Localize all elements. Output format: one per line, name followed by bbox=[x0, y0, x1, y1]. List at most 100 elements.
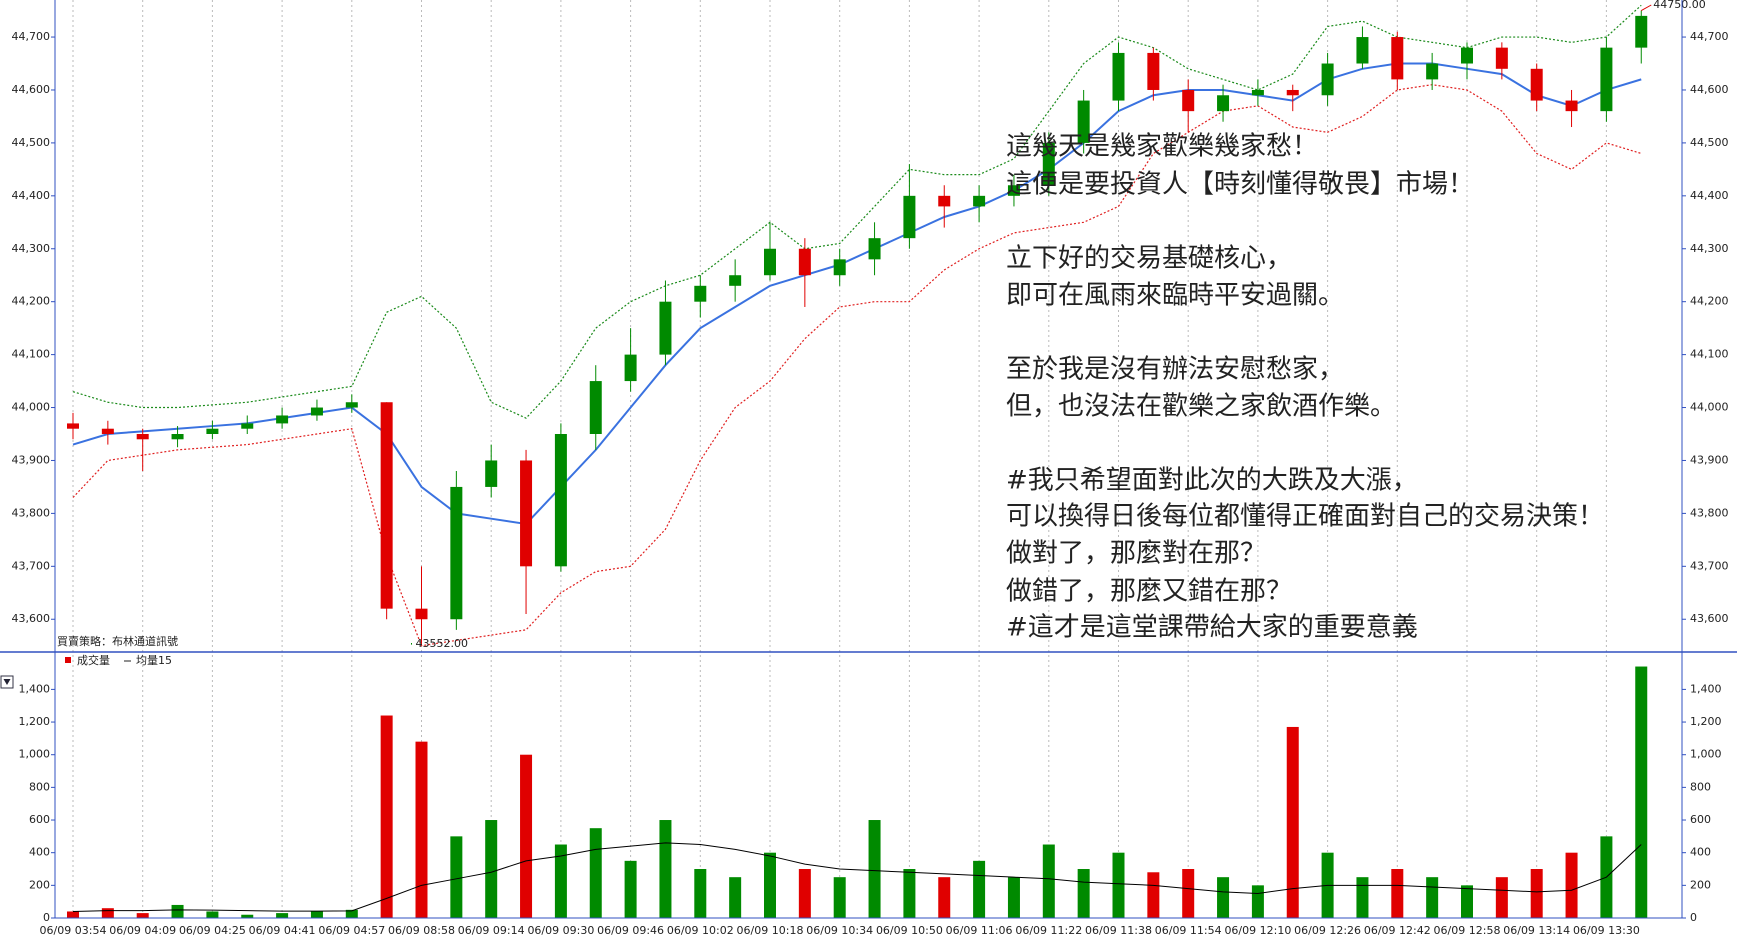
volume-bar bbox=[1147, 872, 1160, 918]
volume-bar bbox=[520, 754, 533, 918]
x-tick-label: 06/09 09:46 bbox=[597, 924, 664, 937]
volume-bar bbox=[1356, 877, 1369, 918]
vol-tick-label-right: 200 bbox=[1690, 878, 1711, 891]
vol-tick-label: 400 bbox=[29, 846, 50, 859]
x-tick-label: 06/09 12:10 bbox=[1224, 924, 1291, 937]
candle-body bbox=[415, 608, 428, 620]
volume-bar bbox=[938, 877, 951, 918]
y-tick-label: 44,300 bbox=[12, 242, 51, 255]
volume-bar bbox=[136, 913, 149, 918]
candle-body bbox=[1321, 63, 1334, 96]
annotation: #我只希望面對此次的大跌及大漲， bbox=[1006, 466, 1418, 496]
x-tick-label: 06/09 12:26 bbox=[1294, 924, 1361, 937]
volume-bar bbox=[729, 877, 742, 918]
vol-tick-label-right: 1,200 bbox=[1690, 715, 1722, 728]
x-tick-label: 06/09 11:06 bbox=[946, 924, 1013, 937]
candle-body bbox=[1251, 89, 1264, 96]
x-tick-label: 06/09 09:30 bbox=[527, 924, 594, 937]
candle-body bbox=[589, 381, 602, 434]
annotation: 這便是要投資人【時刻懂得敬畏】市場！ bbox=[1006, 170, 1474, 200]
candle-body bbox=[938, 195, 951, 207]
candle-body bbox=[1007, 185, 1020, 196]
annotation: 立下好的交易基礎核心， bbox=[1006, 244, 1292, 274]
candle-body bbox=[1077, 100, 1090, 143]
volume-bar bbox=[206, 911, 219, 918]
candle-body bbox=[136, 434, 149, 440]
candle-body bbox=[903, 195, 916, 239]
volume-bar bbox=[345, 909, 358, 918]
x-tick-label: 06/09 13:14 bbox=[1503, 924, 1570, 937]
candle-body bbox=[276, 415, 289, 424]
volume-bar bbox=[415, 741, 428, 918]
candle-body bbox=[554, 434, 567, 567]
volume-bar bbox=[833, 877, 846, 918]
volume-bar bbox=[659, 820, 672, 918]
candle-body bbox=[1565, 100, 1578, 112]
candle-body bbox=[1182, 89, 1195, 112]
candle-body bbox=[101, 428, 114, 434]
volume-bar bbox=[694, 869, 707, 918]
volume-bar bbox=[903, 869, 916, 918]
candle-body bbox=[310, 407, 323, 416]
candle-body bbox=[1217, 95, 1230, 112]
y-tick-label-right: 44,500 bbox=[1690, 136, 1729, 149]
candle-body bbox=[624, 354, 637, 382]
y-tick-label-right: 44,100 bbox=[1690, 348, 1729, 361]
legend-label: 成交量 bbox=[77, 653, 110, 667]
band-line bbox=[72, 84, 1642, 647]
legend-label: 均量15 bbox=[136, 654, 172, 667]
collapse-icon bbox=[3, 679, 11, 685]
candle-body bbox=[520, 460, 533, 567]
vol-tick-label-right: 400 bbox=[1690, 846, 1711, 859]
volume-bar bbox=[101, 908, 114, 918]
y-tick-label-right: 44,700 bbox=[1690, 30, 1729, 43]
x-tick-label: 06/09 10:34 bbox=[806, 924, 873, 937]
vol-tick-label-right: 800 bbox=[1690, 780, 1711, 793]
candle-body bbox=[241, 423, 254, 429]
volume-bar bbox=[276, 913, 289, 918]
vol-tick-label: 1,400 bbox=[19, 682, 51, 695]
candle-body bbox=[1426, 63, 1439, 80]
annotation: 即可在風雨來臨時平安過關。 bbox=[1006, 281, 1344, 311]
volume-bar bbox=[67, 911, 79, 918]
x-tick-label: 06/09 03:54 bbox=[40, 924, 107, 937]
y-tick-label-right: 44,400 bbox=[1690, 189, 1729, 202]
high-pointer bbox=[1641, 4, 1652, 12]
x-tick-label: 06/09 13:30 bbox=[1573, 924, 1640, 937]
volume-bar bbox=[1391, 869, 1404, 918]
y-tick-label: 44,100 bbox=[12, 348, 51, 361]
candle-body bbox=[1461, 47, 1473, 64]
candle-body bbox=[694, 285, 707, 302]
vol-tick-label-right: 600 bbox=[1690, 813, 1711, 826]
x-tick-label: 06/09 12:58 bbox=[1434, 924, 1501, 937]
annotation: 但，也沒法在歡樂之家飲酒作樂。 bbox=[1006, 392, 1396, 422]
volume-bar bbox=[1112, 852, 1125, 918]
x-tick-label: 06/09 10:02 bbox=[667, 924, 734, 937]
y-tick-label: 44,500 bbox=[12, 136, 51, 149]
band-line bbox=[72, 62, 1642, 526]
volume-bar bbox=[798, 869, 811, 918]
volume-bar bbox=[310, 911, 323, 918]
volume-bar bbox=[1565, 852, 1578, 918]
vol-tick-label: 800 bbox=[29, 780, 50, 793]
volume-bar bbox=[1530, 869, 1543, 918]
candle-body bbox=[1286, 89, 1299, 96]
labels: 43,600 43,600 43,700 43,700 43,800 43,800 43,9… bbox=[12, 0, 1729, 937]
y-tick-label: 43,900 bbox=[12, 453, 51, 466]
x-tick-label: 06/09 11:22 bbox=[1015, 924, 1082, 937]
x-tick-label: 06/09 09:14 bbox=[458, 924, 525, 937]
candle-body bbox=[450, 486, 463, 620]
x-tick-label: 06/09 11:54 bbox=[1155, 924, 1222, 937]
band-line bbox=[72, 4, 1642, 419]
candle-body bbox=[1112, 52, 1125, 101]
x-tick-label: 06/09 04:09 bbox=[109, 924, 176, 937]
grid bbox=[51, 0, 1686, 919]
candle-body bbox=[206, 428, 219, 434]
y-tick-label: 44,200 bbox=[12, 295, 51, 308]
x-tick-label: 06/09 04:41 bbox=[249, 924, 316, 937]
volume-bar bbox=[1077, 869, 1090, 918]
y-tick-label: 43,800 bbox=[12, 506, 51, 519]
